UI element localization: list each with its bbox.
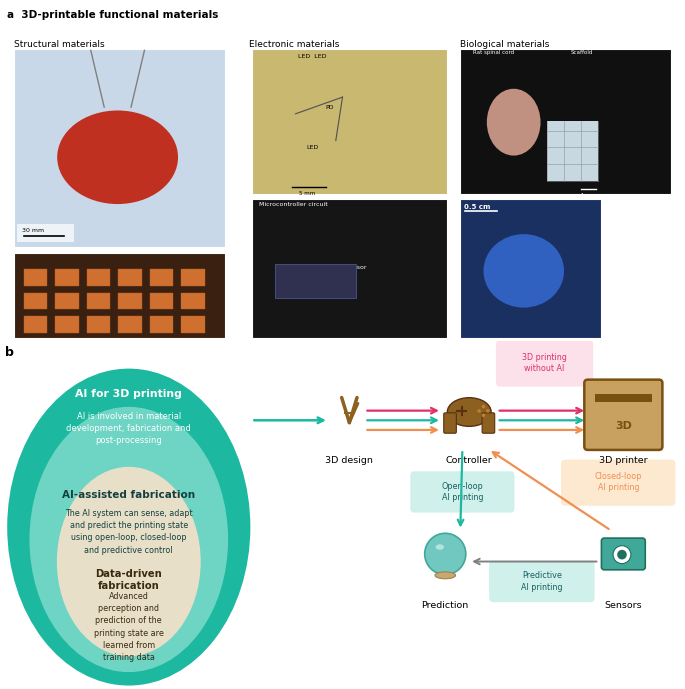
FancyBboxPatch shape xyxy=(119,316,142,333)
FancyBboxPatch shape xyxy=(275,264,356,298)
Ellipse shape xyxy=(435,572,456,579)
FancyBboxPatch shape xyxy=(119,293,142,309)
FancyBboxPatch shape xyxy=(14,252,225,338)
FancyBboxPatch shape xyxy=(182,293,205,309)
FancyBboxPatch shape xyxy=(87,316,110,333)
Text: Microcontroller circuit: Microcontroller circuit xyxy=(258,203,327,207)
FancyBboxPatch shape xyxy=(460,199,601,338)
Text: Open-loop
AI printing: Open-loop AI printing xyxy=(442,482,483,502)
FancyBboxPatch shape xyxy=(584,380,662,450)
Circle shape xyxy=(482,413,485,417)
Circle shape xyxy=(486,409,490,413)
Circle shape xyxy=(482,404,485,409)
FancyBboxPatch shape xyxy=(23,293,47,309)
FancyBboxPatch shape xyxy=(444,413,456,433)
FancyBboxPatch shape xyxy=(482,413,495,433)
Text: 3D design: 3D design xyxy=(325,456,373,465)
Text: Scaffold: Scaffold xyxy=(571,50,593,55)
Text: 0.5 cm: 0.5 cm xyxy=(464,204,490,210)
Text: Rat spinal cord: Rat spinal cord xyxy=(473,50,514,55)
FancyBboxPatch shape xyxy=(150,269,173,286)
Text: LED  LED: LED LED xyxy=(298,54,327,59)
Text: Controller: Controller xyxy=(446,456,493,465)
FancyBboxPatch shape xyxy=(601,538,645,570)
Circle shape xyxy=(617,550,627,559)
Ellipse shape xyxy=(487,89,540,156)
FancyBboxPatch shape xyxy=(23,269,47,286)
Ellipse shape xyxy=(57,467,201,656)
FancyBboxPatch shape xyxy=(182,316,205,333)
Ellipse shape xyxy=(447,398,491,426)
Ellipse shape xyxy=(57,110,178,204)
FancyBboxPatch shape xyxy=(55,316,79,333)
Text: a  3D-printable functional materials: a 3D-printable functional materials xyxy=(7,10,219,20)
Text: AI is involved in material
development, fabrication and
post-processing: AI is involved in material development, … xyxy=(66,412,191,445)
FancyBboxPatch shape xyxy=(23,316,47,333)
FancyBboxPatch shape xyxy=(410,471,514,513)
Text: AI-assisted fabrication: AI-assisted fabrication xyxy=(62,490,195,500)
Text: Structural materials: Structural materials xyxy=(14,40,104,50)
Text: 3D: 3D xyxy=(615,421,632,431)
FancyBboxPatch shape xyxy=(460,49,671,194)
Circle shape xyxy=(613,546,631,564)
FancyBboxPatch shape xyxy=(252,199,447,338)
Text: The AI system can sense, adapt
and predict the printing state
using open-loop, c: The AI system can sense, adapt and predi… xyxy=(65,509,192,555)
FancyBboxPatch shape xyxy=(87,269,110,286)
FancyBboxPatch shape xyxy=(55,269,79,286)
Text: PD: PD xyxy=(325,105,334,110)
Text: Closed-loop
AI printing: Closed-loop AI printing xyxy=(595,472,643,493)
Ellipse shape xyxy=(484,234,564,307)
Text: Prediction: Prediction xyxy=(422,601,469,610)
FancyBboxPatch shape xyxy=(182,269,205,286)
FancyBboxPatch shape xyxy=(547,121,597,181)
Text: b: b xyxy=(5,346,14,359)
Text: Strain sensor: Strain sensor xyxy=(325,265,366,270)
FancyBboxPatch shape xyxy=(150,316,173,333)
Text: Electronic materials: Electronic materials xyxy=(249,40,339,50)
Text: Data-driven
fabrication: Data-driven fabrication xyxy=(95,569,162,591)
Text: Advanced
perception and
prediction of the
printing state are
learned from
traini: Advanced perception and prediction of th… xyxy=(94,592,164,662)
Text: 3D printer: 3D printer xyxy=(599,456,647,465)
Text: AI for 3D printing: AI for 3D printing xyxy=(75,389,182,399)
Text: Predictive
AI printing: Predictive AI printing xyxy=(521,571,562,592)
Ellipse shape xyxy=(29,407,228,672)
Text: Biological materials: Biological materials xyxy=(460,40,549,50)
Text: Sensors: Sensors xyxy=(605,601,642,610)
FancyBboxPatch shape xyxy=(119,269,142,286)
FancyBboxPatch shape xyxy=(150,293,173,309)
Circle shape xyxy=(425,533,466,575)
Text: 5 mm: 5 mm xyxy=(299,192,315,196)
FancyBboxPatch shape xyxy=(496,340,593,387)
Ellipse shape xyxy=(8,369,251,686)
FancyBboxPatch shape xyxy=(252,49,447,194)
FancyBboxPatch shape xyxy=(14,49,225,247)
FancyBboxPatch shape xyxy=(561,460,675,506)
Ellipse shape xyxy=(436,544,444,550)
FancyBboxPatch shape xyxy=(55,293,79,309)
Text: 1 mm: 1 mm xyxy=(582,193,597,198)
Text: LED: LED xyxy=(306,145,319,150)
FancyBboxPatch shape xyxy=(87,293,110,309)
FancyBboxPatch shape xyxy=(17,224,74,243)
Text: 30 mm: 30 mm xyxy=(22,228,44,233)
FancyBboxPatch shape xyxy=(595,394,652,402)
FancyBboxPatch shape xyxy=(489,561,595,602)
Text: 3D printing
without AI: 3D printing without AI xyxy=(522,353,567,373)
Circle shape xyxy=(477,409,481,413)
